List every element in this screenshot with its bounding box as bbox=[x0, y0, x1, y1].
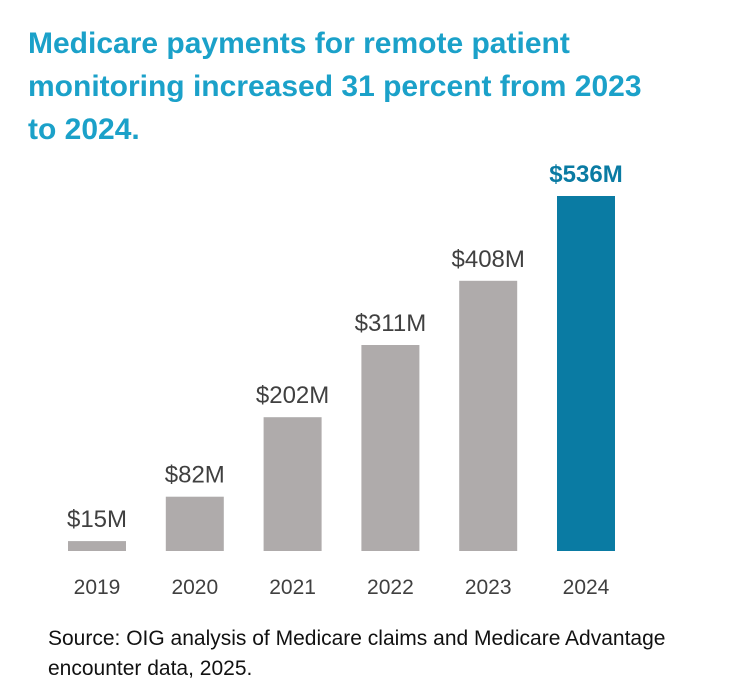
data-label-2022: $311M bbox=[355, 310, 427, 337]
data-label-2023: $408M bbox=[452, 246, 525, 273]
bar-2022 bbox=[361, 345, 420, 551]
data-label-2020: $82M bbox=[165, 462, 225, 489]
chart-title: Medicare payments for remote patient mon… bbox=[28, 27, 642, 146]
bar-2020 bbox=[165, 496, 224, 551]
x-tick-label-2019: 2019 bbox=[74, 576, 121, 599]
source-note: Source: OIG analysis of Medicare claims … bbox=[48, 627, 666, 680]
x-tick-label-2020: 2020 bbox=[171, 576, 218, 599]
bar-chart: $15M 2019 $82M 2020 $202M 2021 $311M 2022 $408M 2… bbox=[67, 161, 623, 599]
data-label-2021: $202M bbox=[256, 382, 329, 409]
bar-2023 bbox=[459, 280, 518, 551]
bar-2024 bbox=[557, 196, 615, 551]
x-tick-label-2024: 2024 bbox=[563, 576, 610, 599]
x-tick-label-2023: 2023 bbox=[465, 576, 512, 599]
x-tick-label-2022: 2022 bbox=[367, 576, 414, 599]
data-label-2024: $536M bbox=[549, 161, 622, 188]
data-label-2019: $15M bbox=[67, 506, 127, 533]
bar-2021 bbox=[263, 417, 322, 551]
bar-2019 bbox=[68, 541, 126, 551]
x-tick-label-2021: 2021 bbox=[269, 576, 316, 599]
